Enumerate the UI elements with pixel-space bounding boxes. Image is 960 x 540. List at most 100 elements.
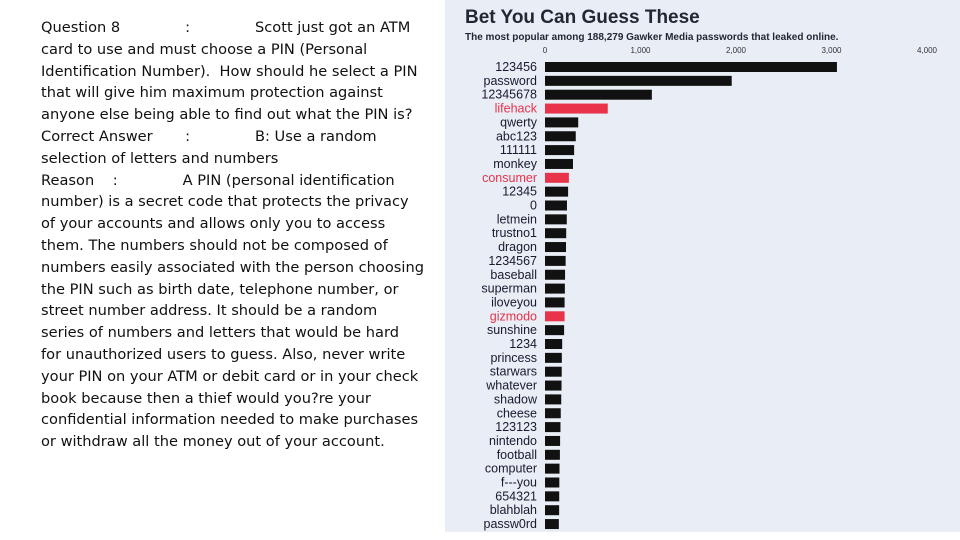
category-label: passw0rd (484, 517, 538, 531)
bar (545, 422, 561, 433)
bar (545, 200, 567, 211)
category-label: blahblah (490, 503, 537, 517)
category-label: football (497, 448, 537, 462)
question-text-line: Reason : A PIN (personal identification (41, 171, 395, 189)
bar (545, 435, 561, 446)
bar (545, 408, 561, 419)
question-text-line: your PIN on your ATM or debit card or in… (41, 367, 419, 385)
question-text-line: that will give him maximum protection ag… (41, 84, 383, 102)
bar (545, 366, 562, 377)
question-text-line: the PIN such as birth date, telephone nu… (41, 280, 399, 298)
category-label: 1234567 (488, 254, 537, 268)
category-label: letmein (497, 212, 537, 226)
bar (545, 311, 565, 322)
question-text-line: of your accounts and allows only you to … (41, 215, 386, 233)
x-tick-label: 2,000 (726, 46, 747, 55)
bar (545, 519, 559, 530)
x-tick-label: 0 (543, 46, 548, 55)
bar (545, 89, 652, 100)
category-label: sunshine (487, 323, 537, 337)
category-label: 1234 (509, 337, 537, 351)
bar (545, 228, 567, 239)
category-label: dragon (498, 240, 537, 254)
category-label: monkey (493, 157, 538, 171)
category-label: abc123 (496, 129, 537, 143)
bar (545, 283, 565, 294)
category-label: computer (485, 462, 537, 476)
question-text-line: anyone else being able to find out what … (41, 106, 413, 124)
bar (545, 477, 560, 488)
x-tick-label: 1,000 (630, 46, 651, 55)
category-label: baseball (490, 268, 537, 282)
category-label: 123123 (495, 420, 537, 434)
bar (545, 463, 560, 474)
question-text-line: numbers easily associated with the perso… (41, 258, 424, 276)
bar (545, 172, 569, 183)
category-label: iloveyou (491, 295, 537, 309)
category-label: 12345678 (481, 88, 537, 102)
question-text-block: Question 8 : Scott just got an ATM card t… (41, 17, 433, 453)
question-text-line: series of numbers and letters that would… (41, 324, 399, 342)
question-text-line: Correct Answer : B: Use a random (41, 127, 377, 145)
category-label: 0 (530, 199, 537, 213)
category-label: 654321 (495, 489, 537, 503)
category-label: f---you (501, 476, 537, 490)
question-text-line: confidential information needed to make … (41, 411, 419, 429)
category-label: password (484, 74, 538, 88)
bar (545, 269, 566, 280)
chart-title: Bet You Can Guess These (465, 7, 700, 28)
category-label: lifehack (495, 102, 538, 116)
question-text-line: Identification Number). How should he se… (41, 62, 418, 80)
bar (545, 394, 562, 405)
category-label: consumer (482, 171, 537, 185)
bar (545, 505, 560, 516)
bar (545, 325, 565, 336)
bar (545, 158, 573, 169)
x-tick-label: 3,000 (821, 46, 842, 55)
x-tick-label: 4,000 (917, 46, 938, 55)
bar (545, 297, 565, 308)
question-text-line: or withdraw all the money out of your ac… (41, 433, 385, 451)
category-label: cheese (497, 406, 537, 420)
category-label: 123456 (495, 60, 537, 74)
category-label: shadow (494, 392, 538, 406)
category-label: trustno1 (492, 226, 537, 240)
bar (545, 491, 560, 502)
bar (545, 75, 732, 86)
category-label: qwerty (500, 115, 538, 129)
bar (545, 145, 575, 156)
bar (545, 242, 567, 253)
category-label: whatever (485, 379, 537, 393)
question-text-line: for unauthorized users to guess. Also, n… (41, 345, 406, 363)
bar (545, 62, 837, 72)
bar (545, 214, 567, 225)
question-text-line: number) is a secret code that protects t… (41, 193, 409, 211)
category-label: starwars (490, 365, 537, 379)
bar (545, 186, 569, 197)
bars-group: 123456password12345678lifehackqwertyabc1… (481, 60, 837, 531)
question-text-line: Question 8 : Scott just got an ATM (41, 19, 411, 36)
bar (545, 255, 566, 266)
question-text-line: selection of letters and numbers (41, 149, 279, 167)
question-text-line: street number address. It should be a ra… (41, 302, 378, 320)
bar (545, 449, 560, 460)
category-label: 111111 (500, 143, 537, 157)
bar (545, 339, 563, 349)
x-axis-ticks: 0 1,000 2,000 3,000 4,000 (543, 46, 938, 55)
category-label: superman (481, 282, 537, 296)
bar (545, 103, 608, 114)
bar (545, 117, 579, 128)
bar (545, 131, 576, 142)
category-label: nintendo (489, 434, 537, 448)
question-text-line: them. The numbers should not be composed… (41, 236, 388, 254)
question-text-line: card to use and must choose a PIN (Perso… (41, 40, 368, 58)
bar (545, 380, 562, 391)
category-label: princess (490, 351, 537, 365)
bar (545, 352, 562, 363)
category-label: gizmodo (490, 309, 537, 323)
question-text-line: book because then a thief would you?re y… (41, 389, 371, 407)
chart-subtitle: The most popular among 188,279 Gawker Me… (465, 32, 839, 43)
password-chart-svg: Bet You Can Guess These The most popular… (465, 7, 938, 531)
password-chart: Bet You Can Guess These The most popular… (445, 0, 960, 532)
category-label: 12345 (502, 185, 537, 199)
